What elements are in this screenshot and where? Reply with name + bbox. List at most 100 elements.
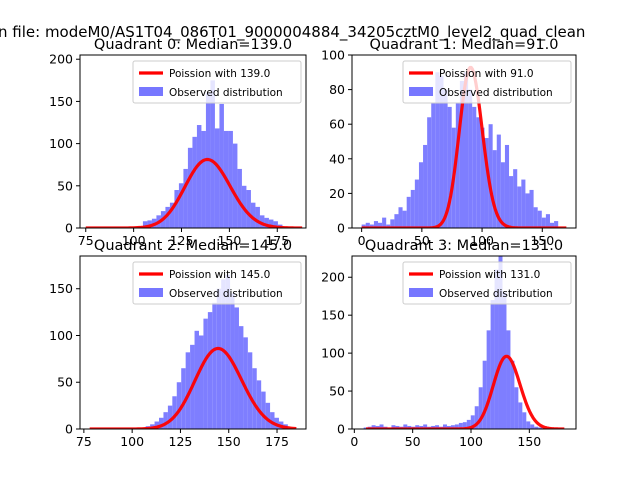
hist-bar [154, 421, 159, 429]
hist-bar [378, 222, 383, 228]
hist-bar [504, 144, 510, 228]
hist-bar [474, 406, 479, 429]
legend: Poission with 145.0 Observed distribution [132, 261, 302, 305]
hist-bar [246, 190, 251, 228]
legend-label-observed: Observed distribution [169, 87, 283, 99]
y-tick-label: 0 [65, 221, 73, 236]
legend-label-poisson: Poission with 131.0 [439, 269, 540, 281]
hist-bar [492, 150, 497, 228]
legend-label-observed: Observed distribution [439, 288, 553, 300]
hist-bar [256, 380, 262, 429]
hist-bar [443, 89, 448, 228]
hist-bar [147, 220, 152, 228]
hist-bar [482, 360, 487, 429]
y-tick-label: 50 [329, 384, 345, 399]
y-tick-label: 40 [329, 151, 345, 166]
axes-frame [351, 255, 577, 430]
hist-bar [172, 396, 177, 429]
hist-bar [534, 426, 539, 429]
y-tick-label: 80 [329, 82, 345, 97]
x-tick-label: 150 [517, 434, 541, 449]
hist-bar [454, 424, 459, 429]
hist-bar [165, 206, 170, 228]
x-tick-label: 75 [76, 434, 92, 449]
hist-bar [398, 207, 403, 228]
axes-frame [351, 54, 577, 229]
y-tick-label: 150 [49, 94, 73, 109]
legend-bar-swatch [139, 288, 163, 297]
hist-bar [510, 360, 515, 429]
hist-bar [472, 106, 477, 228]
hist-bar [247, 352, 253, 429]
hist-bar [506, 330, 511, 429]
hist-bar [514, 387, 519, 429]
hist-bar [554, 221, 559, 228]
hist-bar [214, 128, 220, 228]
y-tick-label: 100 [49, 136, 73, 151]
legend: Poission with 139.0 Observed distribution [132, 60, 302, 104]
legend-box [402, 60, 572, 104]
hist-bar [470, 415, 475, 429]
y-tick-label: 0 [337, 221, 345, 236]
hist-bar [142, 221, 148, 228]
hist-bar [538, 427, 543, 429]
panel-1: 0 50 100 150 0 20 40 60 80 100 Quadrant 1: Median=… [321, 37, 577, 248]
hist-bar [216, 288, 222, 429]
hist-bar [537, 210, 542, 228]
x-tick-label: 100 [120, 434, 144, 449]
legend-label-observed: Observed distribution [169, 288, 283, 300]
hist-bar [379, 424, 384, 429]
x-tick-label: 150 [530, 233, 554, 248]
x-tick-label: 175 [265, 434, 289, 449]
hist-bar [174, 190, 179, 228]
hist-bar [435, 425, 440, 429]
legend-box [402, 261, 572, 305]
y-tick-label: 100 [321, 346, 345, 361]
legend: Poission with 91.0 Observed distribution [402, 60, 572, 104]
panel-title: Quadrant 0: Median=139.0 [94, 37, 292, 53]
poisson-curve [365, 354, 565, 429]
hist-bar [363, 427, 368, 429]
hist-bar [427, 117, 432, 228]
hist-bar [533, 207, 538, 228]
hist-bar [221, 279, 226, 429]
hist-bar [480, 127, 485, 228]
legend-bar-swatch [139, 87, 163, 96]
panel-title: Quadrant 2: Median=145.0 [94, 238, 292, 254]
legend-bar-swatch [409, 288, 433, 297]
y-tick-label: 200 [49, 52, 73, 67]
hist-bar [466, 419, 471, 429]
y-tick-label: 150 [49, 281, 73, 296]
hist-bar [518, 402, 523, 429]
axes-frame [79, 54, 307, 229]
legend: Poission with 131.0 Observed distribution [402, 261, 572, 305]
hist-bar [402, 210, 407, 228]
hist-bar [185, 352, 191, 429]
y-tick-label: 50 [57, 375, 73, 390]
legend-label-poisson: Poission with 145.0 [169, 269, 270, 281]
panel-2: 75 100 125 150 175 0 50 100 150 Quadrant 2: Media… [49, 238, 307, 449]
x-tick-label: 50 [414, 233, 430, 248]
hist-bar [458, 422, 463, 429]
hist-bar [406, 196, 411, 228]
hist-bar [192, 136, 197, 228]
hist-bar [369, 224, 374, 228]
hist-bar [390, 219, 395, 228]
hist-bar [478, 387, 483, 429]
hist-bar [545, 214, 550, 228]
hist-bar [169, 202, 175, 228]
hist-bar [410, 189, 415, 228]
x-tick-label: 125 [170, 233, 194, 248]
hist-bar [196, 125, 202, 228]
hist-bar [207, 312, 213, 429]
hist-bar [391, 425, 396, 429]
hist-bar [264, 217, 269, 228]
hist-bar [418, 162, 424, 228]
x-tick-label: 125 [169, 434, 193, 449]
hist-bar [468, 89, 473, 228]
hist-bar [181, 368, 186, 429]
hist-bar [198, 335, 204, 429]
hist-bar [494, 269, 499, 429]
hist-bar [232, 143, 238, 228]
hist-bar [219, 103, 224, 228]
